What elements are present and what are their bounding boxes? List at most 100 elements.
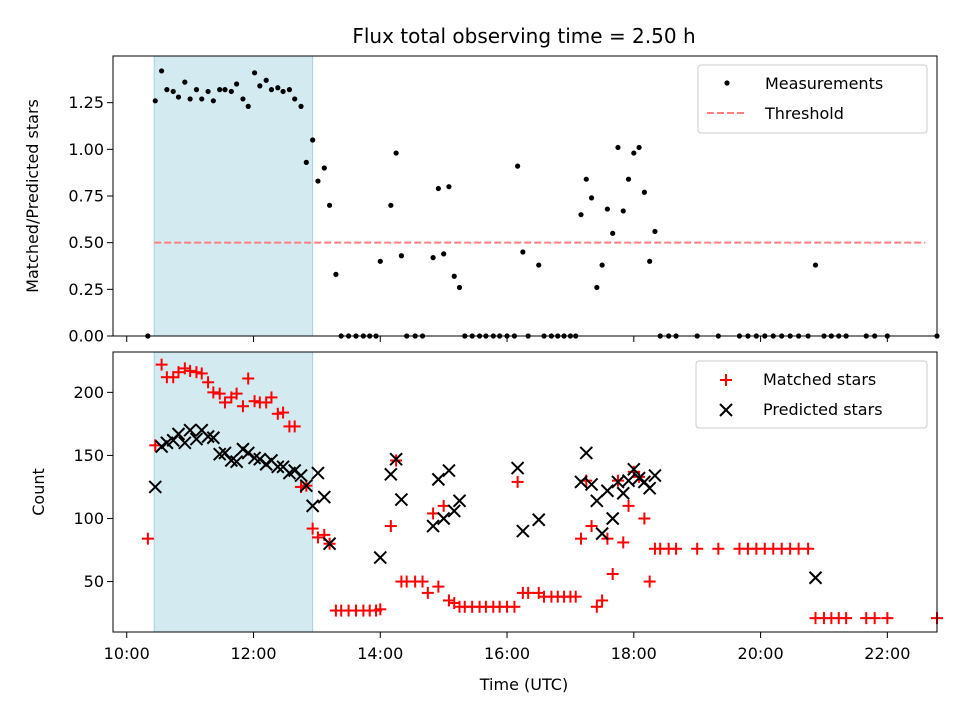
matched-point [840, 612, 853, 625]
predicted-point [271, 460, 285, 474]
measurement-point [520, 249, 526, 255]
ratio-legend-box [697, 64, 928, 134]
x-tick-label: 22:00 [864, 644, 910, 663]
matched-point [522, 586, 535, 599]
matched-point [421, 586, 434, 599]
measurement-point [435, 185, 441, 192]
matched-point [712, 542, 725, 555]
measurement-point [451, 273, 457, 279]
y-tick-label: 0.00 [68, 327, 104, 346]
measurement-point [604, 206, 611, 212]
matched-point [184, 364, 197, 377]
matched-point [596, 594, 609, 607]
predicted-point [229, 455, 244, 469]
matched-point [265, 391, 278, 404]
predicted-point [642, 481, 657, 495]
matched-point [190, 366, 203, 379]
measurement-point [812, 262, 819, 268]
legend-matched-marker [720, 374, 732, 386]
measurement-point [441, 251, 447, 257]
measurement-point [388, 202, 394, 208]
measurement-point [152, 98, 158, 104]
matched-point [271, 407, 284, 420]
measurement-point [245, 103, 251, 109]
y-tick-label: 1.25 [68, 93, 104, 112]
measurement-point [199, 96, 205, 102]
measurement-point [515, 163, 521, 169]
matched-point [172, 366, 185, 379]
predicted-point [201, 429, 215, 444]
predicted-point [431, 472, 446, 487]
measurement-point [268, 87, 275, 93]
x-tick-label: 12:00 [230, 644, 276, 663]
highlight-span [153, 351, 314, 633]
measurement-point [210, 98, 216, 104]
legend-matched-label: Matched stars [763, 370, 876, 389]
measurement-point [599, 262, 605, 268]
measurement-point [263, 77, 269, 83]
measurement-point [158, 68, 165, 74]
predicted-point [516, 524, 530, 538]
y-tick-label: 0.75 [68, 187, 104, 206]
matched-point [236, 400, 249, 413]
matched-point [427, 507, 440, 520]
matched-point [868, 612, 881, 625]
counts-legend: Matched stars Predicted stars [695, 360, 928, 429]
measurement-point [222, 87, 228, 93]
measurement-point [175, 94, 182, 100]
predicted-point [224, 453, 239, 468]
measurement-point [647, 258, 653, 264]
counts-legend-box [695, 360, 928, 429]
matched-point [384, 520, 397, 533]
legend-measurements-marker [724, 80, 730, 86]
predicted-point [183, 423, 197, 437]
measurement-point [187, 96, 193, 102]
matched-point [574, 532, 587, 545]
x-tick-label: 18:00 [611, 644, 657, 663]
predicted-point [394, 492, 409, 507]
measurement-point [286, 87, 293, 93]
x-tick-label: 20:00 [738, 644, 784, 663]
measurement-point [620, 208, 626, 214]
predicted-point [305, 499, 320, 513]
predicted-point [212, 447, 227, 461]
matched-point [638, 512, 651, 525]
ratio-y-axis-title: Matched/Predicted stars [23, 99, 42, 293]
matched-point [643, 575, 656, 588]
matched-point [569, 590, 582, 603]
matched-point [167, 371, 180, 384]
matched-point [416, 575, 429, 588]
matched-point [155, 358, 168, 371]
counts-y-axis-title: Count [29, 468, 48, 516]
measurement-point [275, 85, 281, 91]
predicted-point [294, 468, 308, 483]
predicted-point [384, 467, 398, 482]
predicted-point [808, 571, 823, 585]
y-tick-label: 100 [73, 509, 104, 528]
predicted-point [317, 490, 331, 504]
matched-point [311, 531, 324, 544]
chart-title: Flux total observing time = 2.50 h [352, 24, 695, 48]
measurement-point [641, 189, 647, 195]
x-axis-title: Time (UTC) [479, 675, 568, 694]
matched-point [277, 406, 290, 419]
matched-point [432, 580, 445, 593]
counts-panel: 50 100 150 200 10:00 12:00 14:00 16:00 18:00 20:… [29, 351, 943, 694]
ratio-y-axis: 0.00 0.25 0.50 0.75 1.00 1.25 [68, 93, 113, 346]
measurement-point [536, 262, 542, 268]
predicted-point [426, 519, 440, 533]
measurement-point [610, 230, 616, 236]
measurement-point [652, 228, 658, 235]
matched-stars-series [141, 358, 943, 625]
measurement-point [321, 165, 327, 171]
measurement-point [615, 144, 621, 151]
measurement-point [240, 96, 246, 102]
predicted-point [447, 504, 461, 518]
measurement-point [292, 96, 298, 102]
predicted-point [605, 511, 620, 526]
predicted-point [452, 494, 467, 508]
measurement-point [636, 144, 642, 151]
predicted-point [389, 452, 403, 466]
matched-point [881, 612, 894, 625]
measurement-point [430, 255, 436, 261]
